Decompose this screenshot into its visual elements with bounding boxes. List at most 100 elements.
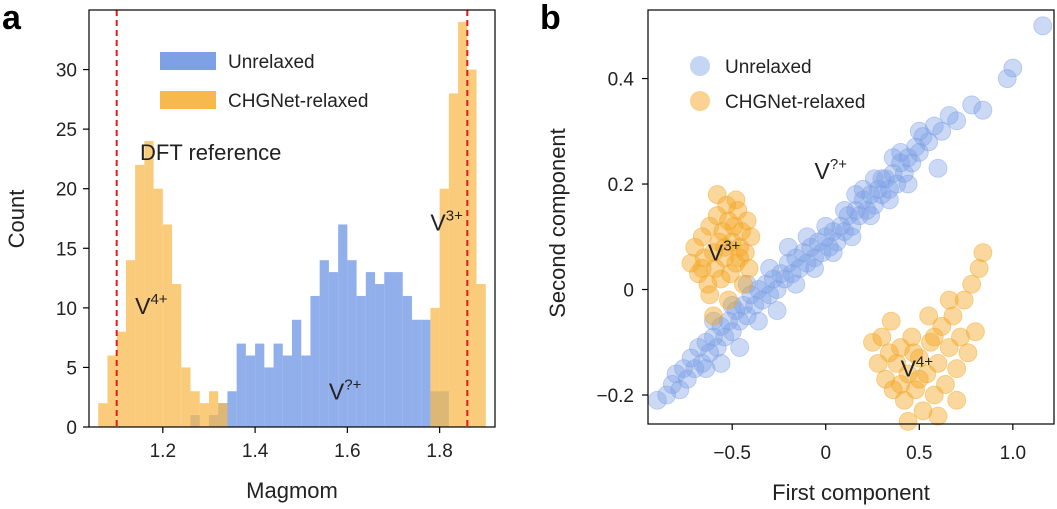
relaxed-bar	[190, 391, 200, 427]
unrelaxed-bar	[338, 224, 348, 427]
unrelaxed-point	[681, 348, 701, 368]
unrelaxed-point	[962, 95, 982, 115]
scatter-legend: Unrelaxed CHGNet-relaxed	[690, 56, 865, 113]
relaxed-bar	[448, 93, 459, 428]
unrelaxed-point	[883, 148, 903, 168]
legend-marker-relaxed	[690, 91, 710, 111]
unrelaxed-point	[696, 359, 716, 379]
relaxed-point	[936, 375, 955, 394]
scatter-points	[647, 16, 1053, 431]
relaxed-point	[881, 311, 901, 331]
unrelaxed-point	[704, 311, 723, 331]
unrelaxed-point	[997, 69, 1017, 88]
relaxed-bar	[144, 141, 154, 428]
relaxed-point	[969, 259, 989, 278]
unrelaxed-point	[872, 169, 892, 189]
scatter-annotation: V?+	[815, 156, 848, 184]
relaxed-point	[876, 369, 896, 389]
relaxed-point	[879, 343, 899, 363]
relaxed-point	[909, 348, 929, 368]
unrelaxed-bar	[282, 355, 292, 427]
unrelaxed-bar	[356, 295, 366, 427]
unrelaxed-point	[730, 338, 750, 357]
unrelaxed-bar	[255, 343, 265, 427]
unrelaxed-point	[864, 195, 884, 215]
hist-ylabel: Count	[4, 190, 29, 249]
relaxed-point	[726, 190, 746, 210]
relaxed-point	[717, 195, 736, 215]
relaxed-point	[713, 222, 733, 241]
unrelaxed-point	[767, 280, 787, 299]
relaxed-bar	[135, 164, 145, 427]
unrelaxed-point	[1033, 16, 1053, 36]
relaxed-bar	[458, 21, 468, 428]
scatter-xlabel: First component	[772, 480, 930, 505]
unrelaxed-point	[883, 164, 903, 183]
relaxed-point	[898, 411, 918, 431]
relaxed-point	[705, 259, 725, 278]
relaxed-point	[939, 290, 959, 310]
relaxed-point	[704, 243, 723, 262]
unrelaxed-bar	[393, 272, 403, 427]
unrelaxed-bar	[236, 343, 246, 427]
relaxed-point	[924, 327, 944, 347]
relaxed-point	[872, 327, 892, 347]
relaxed-point	[958, 343, 978, 363]
unrelaxed-point	[707, 338, 727, 357]
unrelaxed-point	[842, 216, 862, 236]
dft-reference-label: DFT reference	[140, 140, 281, 165]
unrelaxed-bar	[310, 295, 320, 427]
unrelaxed-point	[748, 311, 768, 331]
relaxed-point	[741, 227, 761, 247]
unrelaxed-point	[898, 174, 918, 194]
unrelaxed-point	[823, 243, 843, 262]
relaxed-bar	[107, 355, 117, 427]
panel-a-label: a	[2, 0, 22, 37]
hist-legend: Unrelaxed CHGNet-relaxed	[160, 52, 368, 112]
panel-b-label: b	[540, 0, 561, 37]
relaxed-bar	[153, 188, 163, 427]
unrelaxed-bar	[402, 295, 412, 427]
unrelaxed-point	[816, 216, 836, 236]
relaxed-point	[962, 274, 982, 294]
unrelaxed-point	[909, 121, 929, 141]
hist-xtick-label: 1.6	[334, 441, 360, 462]
scatter-ytick-label: 0.2	[608, 175, 634, 196]
relaxed-point	[906, 380, 925, 400]
unrelaxed-point	[864, 169, 884, 189]
unrelaxed-point	[947, 111, 967, 131]
unrelaxed-point	[879, 190, 899, 210]
unrelaxed-bar	[273, 343, 283, 427]
relaxed-point	[902, 327, 922, 347]
relaxed-point	[954, 290, 974, 310]
relaxed-point	[730, 248, 750, 268]
relaxed-bar	[218, 403, 228, 427]
unrelaxed-bar	[264, 367, 274, 427]
unrelaxed-bar	[328, 272, 339, 427]
hist-yticks: 0 5 10 15 20 25 30	[56, 61, 89, 439]
unrelaxed-bar	[319, 260, 329, 427]
scatter-ytick-label: −0.2	[596, 386, 634, 407]
unrelaxed-point	[677, 369, 697, 389]
hist-xtick-label: 1.2	[150, 441, 176, 462]
unrelaxed-point	[674, 359, 693, 379]
unrelaxed-bar	[245, 355, 256, 427]
unrelaxed-point	[827, 232, 847, 252]
relaxed-point	[685, 237, 705, 257]
unrelaxed-point	[760, 259, 780, 278]
relaxed-point	[909, 369, 929, 389]
scatter-xtick-label: 0	[820, 443, 831, 464]
unrelaxed-point	[861, 206, 881, 226]
hist-ytick-label: 0	[66, 418, 77, 439]
hist-xlabel: Magmom	[246, 478, 338, 503]
relaxed-bar	[172, 284, 182, 427]
scatter-ytick-label: 0	[623, 281, 634, 302]
relaxed-point	[898, 364, 918, 384]
scatter-xtick-label: 0.5	[906, 443, 932, 464]
unrelaxed-bar	[365, 272, 376, 427]
hist-ytick-label: 20	[56, 180, 77, 201]
relaxed-bar	[439, 188, 449, 427]
unrelaxed-point	[786, 274, 806, 294]
unrelaxed-bar	[384, 272, 394, 427]
hist-xticks: 1.2 1.4 1.6 1.8	[150, 427, 453, 462]
